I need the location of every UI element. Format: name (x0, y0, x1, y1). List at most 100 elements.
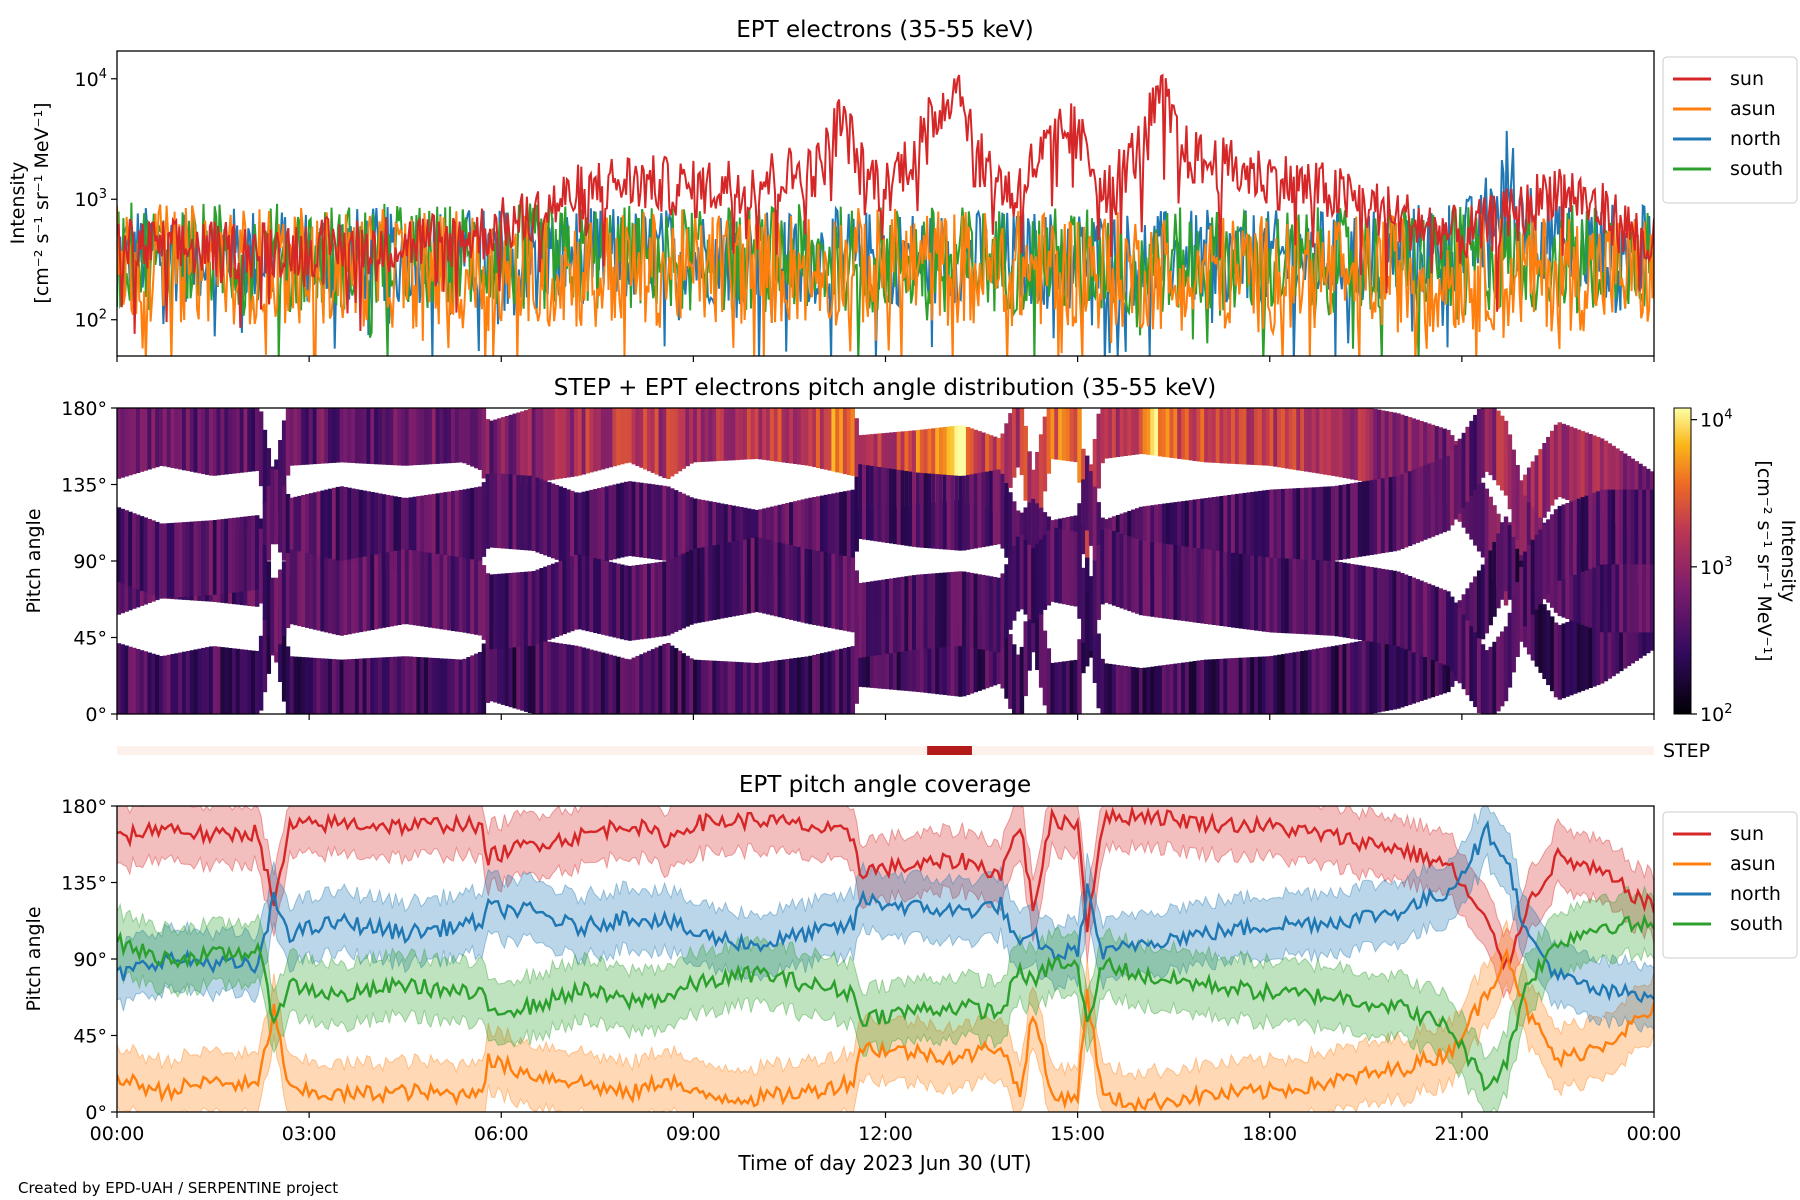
pad-cell (716, 502, 721, 578)
pad-cell (1242, 554, 1248, 630)
pad-cell (1319, 560, 1324, 636)
pad-cell (305, 408, 310, 465)
pad-cell (1200, 408, 1205, 462)
pad-cell (965, 427, 971, 502)
pad-cell (1569, 426, 1574, 502)
pad-cell (1496, 410, 1501, 486)
pad-cell (1500, 525, 1505, 600)
colorbar-tick-label: 102 (1700, 702, 1732, 726)
pad-cell (585, 490, 590, 566)
pad-cell (424, 408, 429, 465)
pad-cell (420, 551, 425, 627)
pad-cell (393, 550, 398, 626)
pad-cell (462, 489, 467, 565)
pad-cell (1138, 408, 1144, 454)
pad-cell (1519, 480, 1524, 556)
pad-cell (1192, 499, 1198, 575)
pad-cell (593, 408, 598, 472)
pad-cell (1265, 557, 1271, 633)
pad-cell (1177, 663, 1182, 714)
pad-cell (117, 643, 122, 714)
pad-cell (800, 408, 806, 465)
pad-cell (1354, 641, 1359, 714)
pad-cell (639, 408, 644, 468)
pad-cell (435, 493, 441, 569)
pad-cell (608, 485, 613, 561)
pad-cell (305, 553, 310, 628)
pad-cell (589, 489, 594, 565)
pad-cell (193, 521, 199, 597)
pad-cell (1550, 514, 1555, 590)
pad-cell (431, 657, 437, 714)
pad-cell (566, 644, 571, 714)
pad-cell (677, 408, 683, 472)
pad-cell (854, 570, 859, 646)
pad-cell (1315, 487, 1321, 562)
pad-cell (796, 546, 802, 622)
pad-cell (931, 573, 936, 649)
pad-cell (339, 560, 345, 636)
pad-cell (132, 513, 137, 588)
pad-cell (958, 571, 963, 647)
pad-cell (1177, 408, 1182, 459)
pad-cell (1077, 544, 1082, 619)
pad-cell (1123, 534, 1128, 610)
pad-cell (1281, 408, 1286, 468)
pad-cell (132, 408, 137, 475)
pad-cell (143, 408, 149, 471)
pad-cell (620, 482, 625, 558)
pad-cell (293, 408, 298, 466)
pad-cell (831, 553, 836, 629)
pad-cell (408, 408, 414, 466)
pad-cell (654, 408, 660, 475)
pad-cell (712, 408, 717, 462)
pad-cell (1526, 502, 1532, 578)
pad-cell (1069, 660, 1075, 714)
pad-cell (343, 487, 348, 562)
pad-cell (612, 408, 617, 467)
pad-cell (1634, 489, 1639, 565)
pad-cell (1584, 614, 1589, 690)
pad-cell (1530, 461, 1536, 537)
pad-cell (1277, 558, 1282, 633)
pad-cell (524, 571, 529, 647)
pad-cell (1323, 647, 1328, 714)
pad-cell (1211, 659, 1217, 714)
pad-cell (1223, 658, 1228, 714)
pad-cell (351, 408, 356, 463)
pad-cell (754, 663, 760, 714)
pad-cell (366, 658, 371, 714)
pad-cell (954, 475, 959, 551)
pad-cell (1038, 434, 1044, 510)
pad-cell (1096, 545, 1101, 620)
pad-cell (289, 549, 295, 625)
pad-cell (1473, 414, 1478, 490)
pad-cell (401, 549, 406, 625)
pad-cell (743, 662, 748, 714)
pad-cell (708, 545, 713, 621)
pad-cell (197, 521, 202, 596)
pad-cell (458, 659, 464, 714)
pad-cell (239, 408, 245, 473)
pad-cell (1284, 653, 1290, 714)
pad-cell (1085, 591, 1090, 667)
pad-cell (704, 660, 710, 714)
pad-cell (700, 547, 706, 623)
pad-cell (823, 652, 829, 714)
pad-cell (666, 408, 671, 479)
pad-cell (1058, 408, 1063, 461)
pad-cell (1181, 501, 1186, 576)
pad-cell (308, 657, 314, 714)
pad-cell (1154, 408, 1159, 456)
pad-cell (600, 560, 606, 635)
pad-cell (535, 569, 540, 645)
pad-cell (189, 521, 195, 597)
pad-cell (746, 662, 752, 714)
pad-cell (451, 556, 456, 631)
pad-cell (504, 573, 510, 648)
pad-cell (1146, 408, 1151, 455)
pad-cell (962, 425, 967, 501)
pad-cell (531, 476, 537, 551)
pad-cell (973, 429, 979, 505)
pad-cell (1427, 623, 1432, 699)
